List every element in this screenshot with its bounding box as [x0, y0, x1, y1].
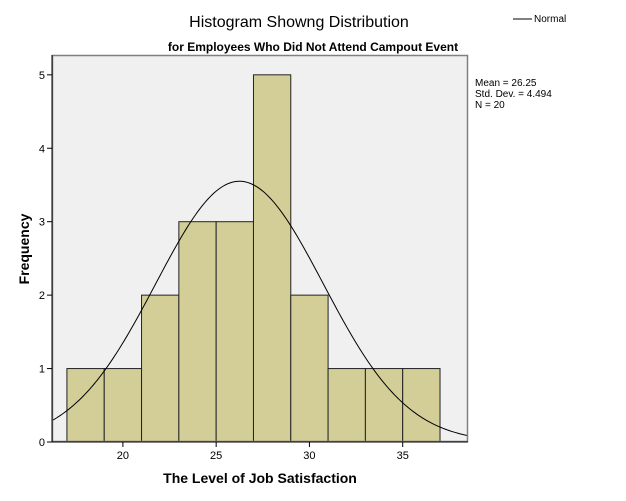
stats-box: Mean = 26.25 Std. Dev. = 4.494 N = 20: [475, 78, 552, 111]
normal-curve: [51, 180, 469, 437]
histogram-bar-4: [215, 221, 254, 443]
histogram-bar-2: [141, 294, 180, 443]
y-tick-label-5: 5: [39, 70, 45, 82]
stat-mean: Mean = 26.25: [475, 78, 537, 89]
y-tick-label-3: 3: [39, 217, 45, 229]
legend-label-normal: Normal: [534, 14, 566, 25]
chart-subtitle: for Employees Who Did Not Attend Campout…: [168, 40, 458, 54]
histogram-bar-3: [178, 221, 217, 443]
x-tick-label-30: 30: [303, 450, 315, 462]
x-tick-label-25: 25: [210, 450, 222, 462]
x-tick-label-35: 35: [397, 450, 409, 462]
y-tick-label-2: 2: [39, 290, 45, 302]
y-tick-label-1: 1: [39, 364, 45, 376]
legend: Normal: [513, 14, 566, 25]
y-axis-label: Frequency: [16, 213, 32, 284]
histogram-bar-6: [290, 294, 329, 443]
x-tick-label-20: 20: [117, 450, 129, 462]
x-axis-label: The Level of Job Satisfaction: [163, 470, 357, 486]
bars-group: [66, 74, 441, 443]
histogram-bar-1: [103, 368, 143, 443]
y-tick-label-4: 4: [39, 143, 45, 155]
chart-title: Histogram Showng Distribution: [189, 14, 409, 31]
stat-std-dev: Std. Dev. = 4.494: [475, 89, 552, 100]
histogram-bar-8: [364, 368, 404, 443]
histogram-bar-7: [327, 368, 366, 443]
histogram-bar-5: [252, 74, 292, 443]
histogram-bar-0: [66, 368, 105, 443]
y-tick-label-0: 0: [39, 437, 45, 449]
stat-n: N = 20: [475, 100, 505, 111]
histogram-bar-9: [402, 368, 441, 443]
axes-group: 20 25 30 35 0 1 2 3 4 5: [39, 55, 468, 462]
